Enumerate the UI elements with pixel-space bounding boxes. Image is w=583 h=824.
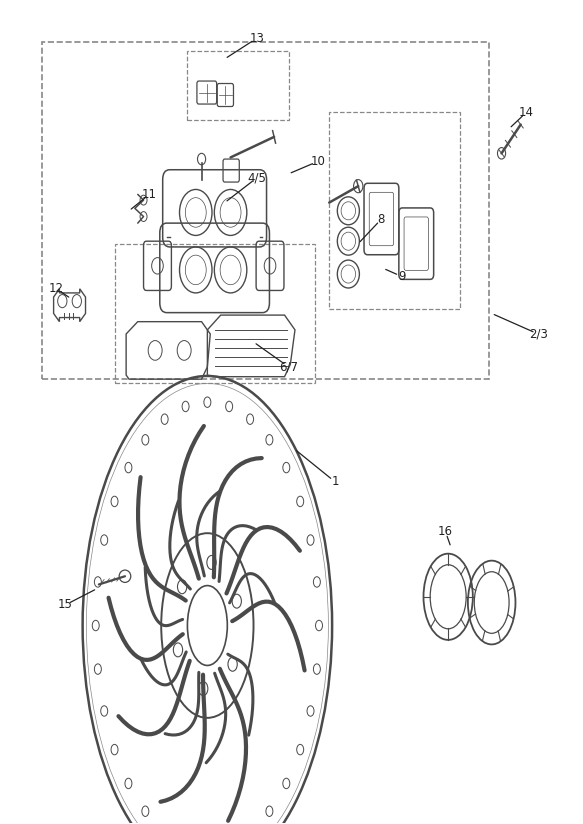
Text: 15: 15 [58, 598, 73, 611]
Bar [114, 244, 315, 383]
Text: 16: 16 [438, 525, 453, 537]
Text: 8: 8 [378, 213, 385, 226]
Text: 4/5: 4/5 [247, 171, 266, 185]
Text: 1: 1 [331, 475, 339, 489]
Bar [329, 112, 460, 309]
Text: 12: 12 [49, 283, 64, 295]
Text: 9: 9 [398, 270, 406, 283]
Bar [42, 43, 489, 379]
Text: 2/3: 2/3 [529, 327, 547, 340]
Text: 6/7: 6/7 [279, 360, 298, 373]
Text: 11: 11 [142, 188, 157, 201]
Bar [187, 50, 289, 120]
Text: 10: 10 [310, 155, 325, 168]
Text: 14: 14 [519, 105, 534, 119]
Text: 13: 13 [250, 32, 264, 44]
